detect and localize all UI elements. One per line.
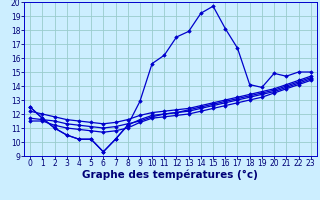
X-axis label: Graphe des températures (°c): Graphe des températures (°c) <box>83 170 258 180</box>
